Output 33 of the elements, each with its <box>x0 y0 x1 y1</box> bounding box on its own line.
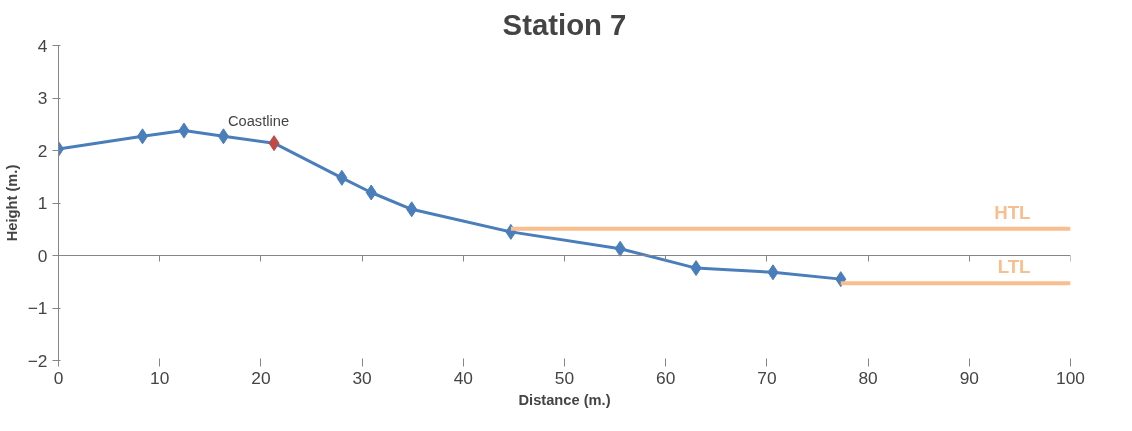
point <box>268 135 280 152</box>
x-tick-label: 0 <box>53 367 64 388</box>
chart-title: Station 7 <box>502 7 627 41</box>
series-label: LTL <box>997 256 1031 278</box>
x-tick-label: 60 <box>656 367 676 388</box>
annotation: Coastline <box>227 113 290 130</box>
x-tick-label: 20 <box>251 367 271 388</box>
point <box>767 264 779 281</box>
point <box>365 184 377 201</box>
y-tick-label: 1 <box>37 193 48 213</box>
x-tick-label: 100 <box>1056 367 1085 388</box>
series-label: HTL <box>994 201 1031 223</box>
x-tick-label: 80 <box>858 367 878 388</box>
y-tick-label: 2 <box>37 140 48 161</box>
y-tick-label: 0 <box>37 245 48 266</box>
y-tick-label: −2 <box>27 350 48 371</box>
point <box>690 260 702 277</box>
x-tick-label: 70 <box>757 367 777 388</box>
y-axis-title: Height (m.) <box>3 164 20 242</box>
point <box>614 240 626 257</box>
y-tick-label: −1 <box>27 298 48 318</box>
x-tick-label: 10 <box>150 367 170 388</box>
point <box>336 169 348 186</box>
x-axis-title: Distance (m.) <box>518 391 611 408</box>
y-tick-label: 4 <box>37 35 48 56</box>
point <box>178 122 190 139</box>
x-tick-label: 30 <box>352 367 372 388</box>
x-tick-label: 40 <box>453 367 473 388</box>
x-tick-label: 90 <box>959 367 979 388</box>
point <box>217 128 229 145</box>
point <box>406 201 418 218</box>
y-tick-label: 3 <box>37 88 48 108</box>
x-tick-label: 50 <box>554 367 575 388</box>
